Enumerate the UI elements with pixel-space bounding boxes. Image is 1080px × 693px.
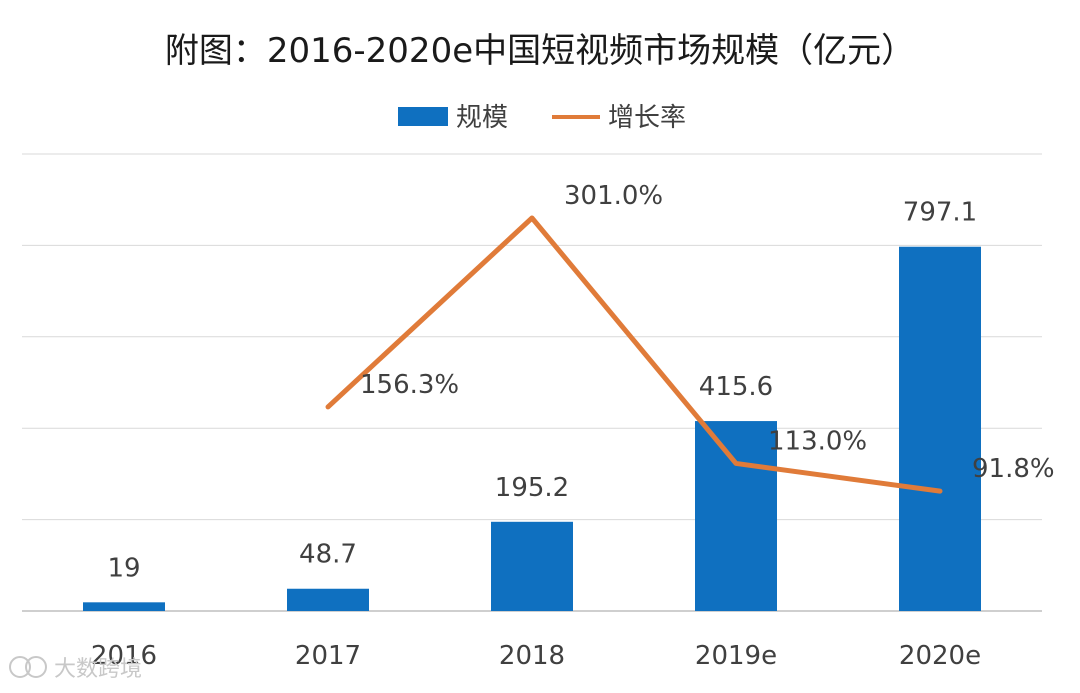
x-tick-label: 2016	[91, 641, 157, 671]
bars	[83, 246, 981, 612]
watermark-text: 大数跨境	[54, 657, 142, 682]
x-tick-label: 2019e	[695, 641, 777, 671]
x-tick-label: 2018	[499, 641, 565, 671]
x-axis-labels: 2016 2017 2018 2019e 2020e	[91, 641, 981, 671]
bar-2016	[83, 602, 165, 611]
bar-value-label: 48.7	[299, 540, 357, 570]
bar-value-label: 19	[107, 553, 140, 583]
growth-line	[325, 215, 943, 494]
bar-value-label: 415.6	[699, 372, 773, 402]
growth-line-path	[325, 215, 943, 494]
legend: 规模 增长率	[398, 103, 686, 133]
line-value-label: 156.3%	[360, 370, 459, 400]
bar-2017	[287, 588, 369, 611]
line-value-label: 301.0%	[564, 181, 663, 211]
legend-bar-swatch	[398, 107, 448, 126]
x-tick-label: 2020e	[899, 641, 981, 671]
bar-2018	[491, 521, 573, 611]
chart-title: 附图：2016-2020e中国短视频市场规模（亿元）	[165, 31, 915, 71]
legend-line-label: 增长率	[608, 103, 686, 133]
x-tick-label: 2017	[295, 641, 361, 671]
bar-value-label: 797.1	[903, 198, 977, 228]
bar-value-label: 195.2	[495, 473, 569, 503]
bar-2020e	[899, 246, 981, 612]
watermark: 大数跨境	[9, 656, 142, 682]
line-labels: 156.3% 301.0% 113.0% 91.8%	[360, 181, 1055, 484]
watermark-logo-icon	[9, 656, 47, 678]
bar-2019e	[695, 421, 777, 611]
line-value-label: 91.8%	[972, 454, 1055, 484]
bar-labels: 19 48.7 195.2 415.6 797.1	[107, 198, 977, 584]
line-value-label: 113.0%	[768, 426, 867, 456]
legend-bar-label: 规模	[456, 103, 508, 133]
